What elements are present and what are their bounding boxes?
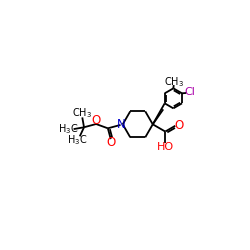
Text: O: O [92,114,101,127]
Text: H$_3$C: H$_3$C [67,133,87,147]
Text: H$_3$C: H$_3$C [58,122,78,136]
Text: CH$_3$: CH$_3$ [164,75,184,89]
Text: HO: HO [157,142,174,152]
Text: Cl: Cl [185,87,196,97]
Text: O: O [174,119,183,132]
Text: N: N [117,118,126,131]
Text: CH$_3$: CH$_3$ [72,106,92,120]
Text: O: O [106,136,116,149]
